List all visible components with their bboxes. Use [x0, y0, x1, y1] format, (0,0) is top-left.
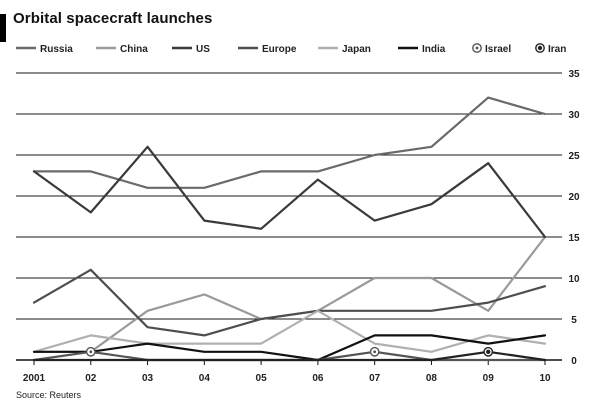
legend-label-china: China	[120, 44, 148, 55]
source-note: Source: Reuters	[16, 390, 82, 400]
series-line-japan	[32, 309, 547, 353]
x-tick-label: 05	[256, 373, 268, 384]
x-tick-label: 08	[426, 373, 438, 384]
legend: Russia China US Europe Japan India Israel Iran	[16, 43, 566, 55]
legend-label-us: US	[196, 44, 210, 55]
series-line-russia	[32, 96, 547, 189]
y-tick-label: 20	[568, 192, 580, 203]
legend-label-japan: Japan	[342, 44, 371, 55]
title-accent-bar	[0, 14, 6, 42]
marker-iran-dot	[486, 349, 491, 354]
x-tick-label: 03	[142, 373, 154, 384]
y-tick-label: 35	[568, 69, 580, 80]
x-tick-label: 07	[369, 373, 381, 384]
series-lines	[32, 96, 547, 362]
x-tick-label: 09	[483, 373, 495, 384]
y-tick-label: 10	[568, 274, 580, 285]
legend-label-iran: Iran	[548, 44, 566, 55]
x-tick-label: 04	[199, 373, 211, 384]
legend-marker-israel-dot	[475, 46, 479, 50]
x-tick-label: 2001	[23, 373, 46, 384]
y-tick-label: 25	[568, 151, 580, 162]
chart-title: Orbital spacecraft launches	[13, 10, 213, 27]
y-tick-label: 30	[568, 110, 580, 121]
x-tick-label: 02	[85, 373, 97, 384]
legend-label-israel: Israel	[485, 44, 511, 55]
y-tick-label: 0	[571, 356, 577, 367]
series-line-iran	[32, 350, 547, 362]
y-tick-label: 5	[571, 315, 577, 326]
series-line-india	[32, 334, 547, 362]
series-line-china	[32, 235, 547, 353]
x-tick-label: 06	[312, 373, 324, 384]
marker-israel-dot	[89, 350, 93, 354]
gridlines	[16, 72, 562, 361]
x-tick-label: 10	[539, 373, 551, 384]
y-tick-label: 15	[568, 233, 580, 244]
marker-israel-dot	[373, 350, 377, 354]
series-line-us	[32, 145, 547, 239]
legend-label-russia: Russia	[40, 44, 73, 55]
series-line-europe	[32, 268, 547, 337]
legend-label-india: India	[422, 44, 446, 55]
legend-marker-iran-dot	[537, 45, 543, 51]
legend-label-europe: Europe	[262, 44, 297, 55]
